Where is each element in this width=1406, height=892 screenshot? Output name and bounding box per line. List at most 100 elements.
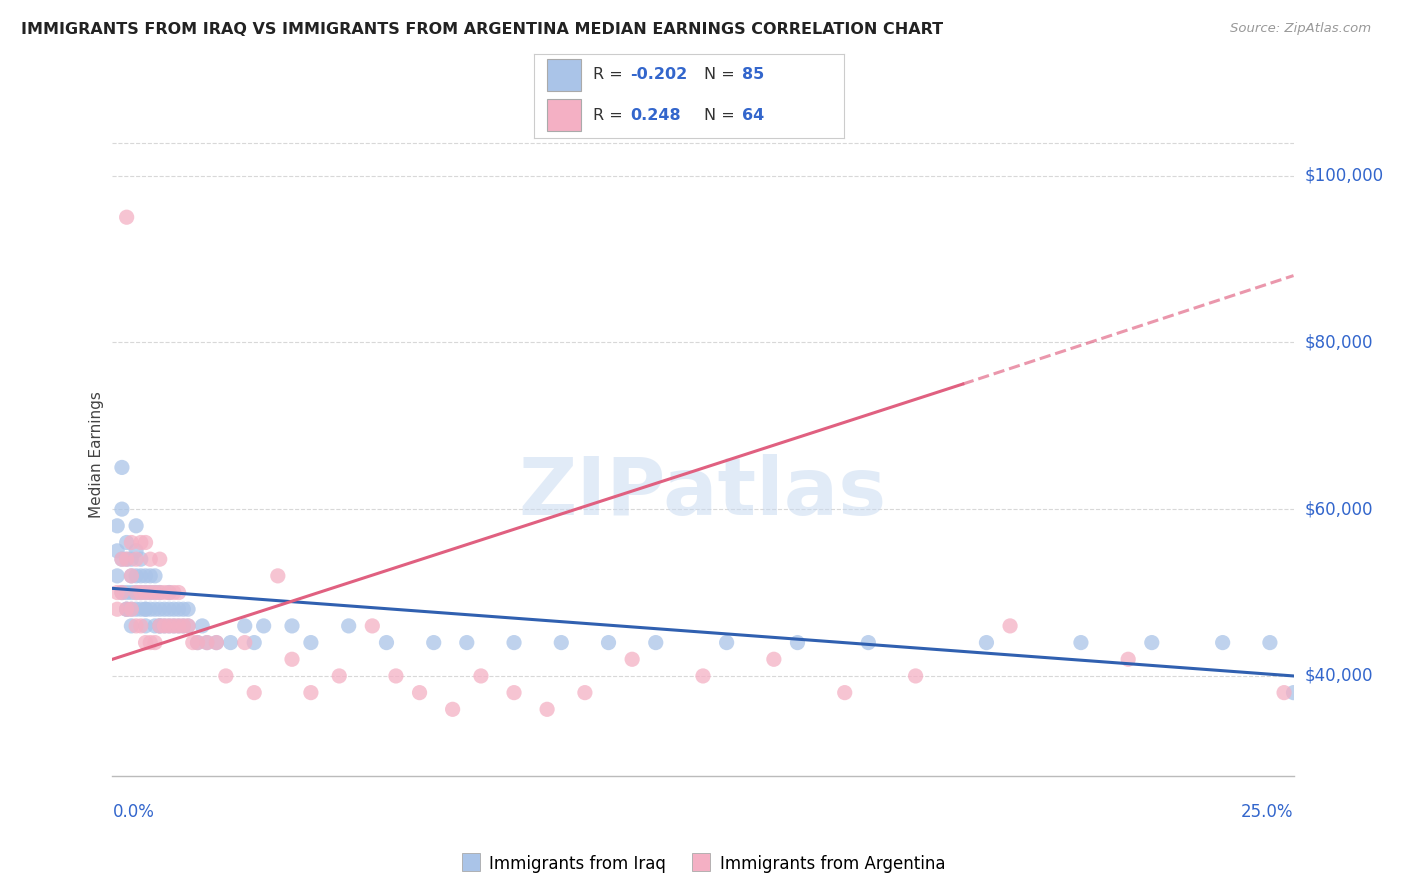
Point [149,619,172,633]
Point [125,552,148,566]
Point [143,619,166,633]
Point [281,619,304,633]
Point [191,619,214,633]
Text: $60,000: $60,000 [1305,500,1374,518]
Point [135,602,157,616]
Legend: Immigrants from Iraq, Immigrants from Argentina: Immigrants from Iraq, Immigrants from Ar… [454,848,952,880]
Point [598,635,620,649]
Point [762,652,785,666]
Point [157,619,180,633]
Point [167,619,190,633]
Point [139,635,162,649]
Point [1330,669,1353,683]
Point [328,669,350,683]
Point [299,635,322,649]
Point [129,585,152,599]
Point [135,569,157,583]
Point [1212,635,1234,649]
Text: R =: R = [593,67,628,82]
Point [422,635,444,649]
Point [120,619,142,633]
Point [243,635,266,649]
Point [167,585,190,599]
Point [205,635,228,649]
Point [135,585,157,599]
Point [441,702,464,716]
Point [834,685,856,699]
FancyBboxPatch shape [547,59,581,91]
Point [125,585,148,599]
Point [125,619,148,633]
Point [233,619,256,633]
Point [858,635,880,649]
Point [786,635,808,649]
Point [135,619,157,633]
Point [219,635,242,649]
Point [408,685,430,699]
Point [195,635,218,649]
Point [1116,652,1139,666]
Point [177,619,200,633]
Point [143,585,166,599]
Point [139,569,162,583]
Point [129,569,152,583]
Point [157,585,180,599]
Point [105,544,128,558]
Text: N =: N = [704,67,741,82]
Text: N =: N = [704,108,741,123]
Text: 85: 85 [741,67,763,82]
Point [139,585,162,599]
Point [337,619,360,633]
Point [976,635,998,649]
Point [1306,635,1329,649]
Point [125,585,148,599]
Point [172,619,194,633]
Point [139,552,162,566]
Point [120,535,142,549]
Point [115,602,138,616]
Point [1140,635,1163,649]
Point [281,652,304,666]
Point [129,552,152,566]
Point [111,552,134,566]
Text: $80,000: $80,000 [1305,334,1374,351]
Point [375,635,398,649]
Point [139,602,162,616]
Point [172,602,194,616]
Point [143,569,166,583]
Text: $40,000: $40,000 [1305,667,1374,685]
Point [105,585,128,599]
Point [115,602,138,616]
Point [111,585,134,599]
Point [149,602,172,616]
Point [129,602,152,616]
Point [205,635,228,649]
Point [215,669,238,683]
Point [125,569,148,583]
Point [105,569,128,583]
Point [1282,685,1305,699]
Point [125,544,148,558]
Point [120,602,142,616]
Point [163,585,186,599]
Point [998,619,1021,633]
Point [149,585,172,599]
Point [135,535,157,549]
Text: 0.0%: 0.0% [112,803,155,821]
Point [143,585,166,599]
Point [143,635,166,649]
Point [111,585,134,599]
Point [157,602,180,616]
Point [181,635,204,649]
Point [186,635,208,649]
Point [115,602,138,616]
Text: -0.202: -0.202 [630,67,688,82]
Point [233,635,256,649]
Text: ZIPatlas: ZIPatlas [519,454,887,533]
Point [163,619,186,633]
Point [149,619,172,633]
Point [143,602,166,616]
Point [385,669,408,683]
Point [120,552,142,566]
Point [361,619,384,633]
